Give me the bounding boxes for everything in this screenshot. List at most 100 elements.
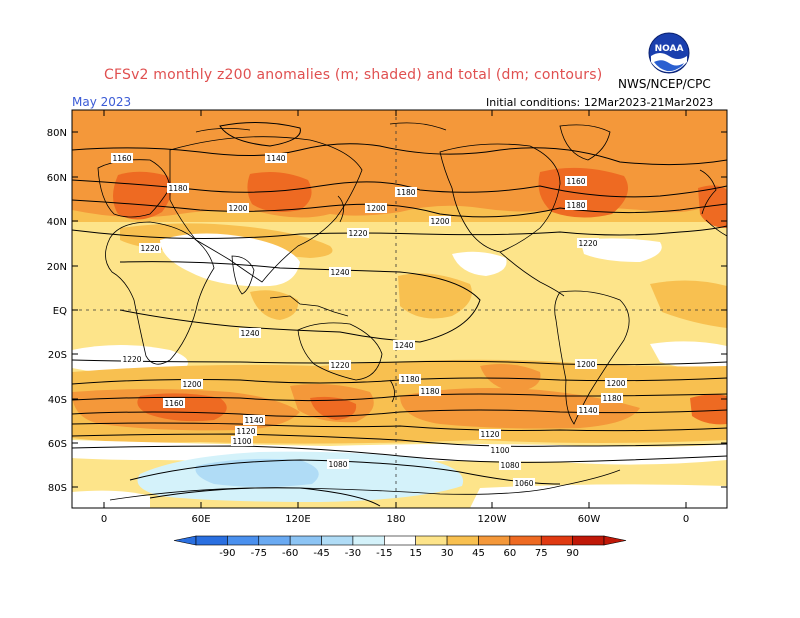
india-outline bbox=[231, 255, 255, 295]
colorbar-tick-label: -15 bbox=[376, 548, 392, 559]
asia-outline bbox=[169, 136, 363, 283]
polar-white bbox=[72, 490, 150, 508]
lat-label: 20S bbox=[48, 350, 67, 361]
central-america-outline bbox=[499, 251, 565, 297]
white-patch-atlantic bbox=[580, 238, 662, 262]
colorbar-arrow-left bbox=[173, 535, 197, 546]
svg-text:1160: 1160 bbox=[566, 177, 585, 186]
contour-label: 1180 bbox=[167, 183, 189, 193]
contour-label: 1140 bbox=[243, 415, 265, 425]
nh-peak-anomaly-4 bbox=[698, 185, 727, 228]
contour-label: 1080 bbox=[327, 459, 349, 469]
svg-text:1180: 1180 bbox=[400, 375, 419, 384]
contour-label: 1240 bbox=[393, 340, 415, 350]
svg-text:1240: 1240 bbox=[330, 268, 349, 277]
contour-1120-sh bbox=[72, 433, 727, 447]
contour-label: 1220 bbox=[577, 238, 599, 248]
lat-label: 40S bbox=[48, 395, 67, 406]
lat-label: EQ bbox=[53, 306, 67, 317]
contour-label: 1180 bbox=[565, 200, 587, 210]
greenland-outline bbox=[559, 124, 611, 161]
colorbar-tick-label: 45 bbox=[472, 548, 485, 559]
colorbar-segment bbox=[321, 535, 354, 546]
contour-label: 1160 bbox=[111, 153, 133, 163]
nh-peak-anomaly-2 bbox=[247, 172, 312, 212]
svg-text:1220: 1220 bbox=[578, 239, 597, 248]
australia-outline bbox=[297, 322, 383, 381]
colorbar-segment bbox=[227, 535, 260, 546]
contour-label: 1160 bbox=[163, 398, 185, 408]
continent-outlines bbox=[97, 122, 727, 501]
svg-text:1200: 1200 bbox=[576, 360, 595, 369]
sh-strong-anomaly-2 bbox=[400, 388, 640, 429]
svg-text:1180: 1180 bbox=[420, 387, 439, 396]
svg-text:1200: 1200 bbox=[430, 217, 449, 226]
contour-label: 1080 bbox=[499, 460, 521, 470]
svg-text:1160: 1160 bbox=[112, 154, 131, 163]
white-patch-pacific bbox=[452, 251, 507, 276]
colorbar-segment bbox=[289, 535, 322, 546]
contour-label: 1200 bbox=[605, 378, 627, 388]
lat-label: 80S bbox=[48, 483, 67, 494]
lat-label: 60S bbox=[48, 439, 67, 450]
colorbar-segment bbox=[258, 535, 291, 546]
svg-text:1140: 1140 bbox=[266, 154, 285, 163]
contour-label-group: 1160 1140 1180 1200 1220 1240 1160 1180 1200 1180… bbox=[111, 153, 627, 488]
svg-text:NOAA: NOAA bbox=[655, 44, 684, 54]
colorbar-tick-label: -60 bbox=[282, 548, 298, 559]
contour-label: 1200 bbox=[575, 359, 597, 369]
colorbar-tick-label: -45 bbox=[313, 548, 329, 559]
colorbar-tick-label: 15 bbox=[409, 548, 422, 559]
svg-text:1080: 1080 bbox=[328, 460, 347, 469]
agency-label: NWS/NCEP/CPC bbox=[618, 77, 711, 91]
svg-text:1080: 1080 bbox=[500, 461, 519, 470]
contour-label: 1240 bbox=[239, 328, 261, 338]
contour-label: 1200 bbox=[227, 203, 249, 213]
colorbar-tick-label: -90 bbox=[219, 548, 235, 559]
forecast-month: May 2023 bbox=[72, 95, 132, 109]
antarctica-outline bbox=[109, 469, 621, 501]
contour-1140-sh bbox=[72, 422, 727, 432]
lon-label: 0 bbox=[101, 514, 107, 525]
map-gridlines bbox=[72, 110, 727, 508]
lat-label: 40N bbox=[47, 217, 67, 228]
noaa-logo-icon: NOAA bbox=[648, 32, 690, 74]
contour-label: 1180 bbox=[601, 393, 623, 403]
africa-outline bbox=[105, 221, 215, 365]
contour-closed-arctic bbox=[219, 121, 301, 147]
newzealand-outline bbox=[389, 379, 395, 403]
svg-text:1200: 1200 bbox=[366, 204, 385, 213]
chart-title: CFSv2 monthly z200 anomalies (m; shaded)… bbox=[104, 67, 603, 83]
colorbar-segment bbox=[446, 535, 479, 546]
contour-1220-nh bbox=[72, 225, 727, 239]
lon-label: 60W bbox=[578, 514, 601, 525]
svg-text:1120: 1120 bbox=[480, 430, 499, 439]
contour-1180-nh bbox=[72, 179, 727, 198]
contour-1240-tropics bbox=[119, 261, 481, 343]
lon-label: 120W bbox=[478, 514, 507, 525]
svg-text:1060: 1060 bbox=[514, 479, 533, 488]
tropical-anomaly-2 bbox=[250, 290, 299, 320]
svg-text:1220: 1220 bbox=[122, 355, 141, 364]
contour-1220-sh bbox=[72, 359, 727, 366]
svg-text:1180: 1180 bbox=[566, 201, 585, 210]
lon-label: 0 bbox=[683, 514, 689, 525]
svg-text:1180: 1180 bbox=[396, 188, 415, 197]
contour-label: 1200 bbox=[429, 216, 451, 226]
contour-label: 1120 bbox=[235, 426, 257, 436]
lat-label: 80N bbox=[47, 128, 67, 139]
contour-label: 1120 bbox=[479, 429, 501, 439]
contour-label: 1240 bbox=[329, 267, 351, 277]
initial-conditions: Initial conditions: 12Mar2023-21Mar2023 bbox=[486, 96, 714, 109]
contour-label: 1100 bbox=[231, 436, 253, 446]
contour-label: 1180 bbox=[419, 386, 441, 396]
tropical-anomaly-3 bbox=[650, 280, 727, 328]
svg-text:1140: 1140 bbox=[244, 416, 263, 425]
colorbar-tick-label: 60 bbox=[503, 548, 516, 559]
contour-1080-sh bbox=[129, 459, 561, 485]
lon-label: 60E bbox=[191, 514, 210, 525]
colorbar-tick-label: -75 bbox=[251, 548, 267, 559]
colorbar-segment bbox=[572, 535, 605, 546]
colorbar-arrow-right bbox=[603, 535, 627, 546]
contour-1060-sh bbox=[149, 487, 381, 507]
